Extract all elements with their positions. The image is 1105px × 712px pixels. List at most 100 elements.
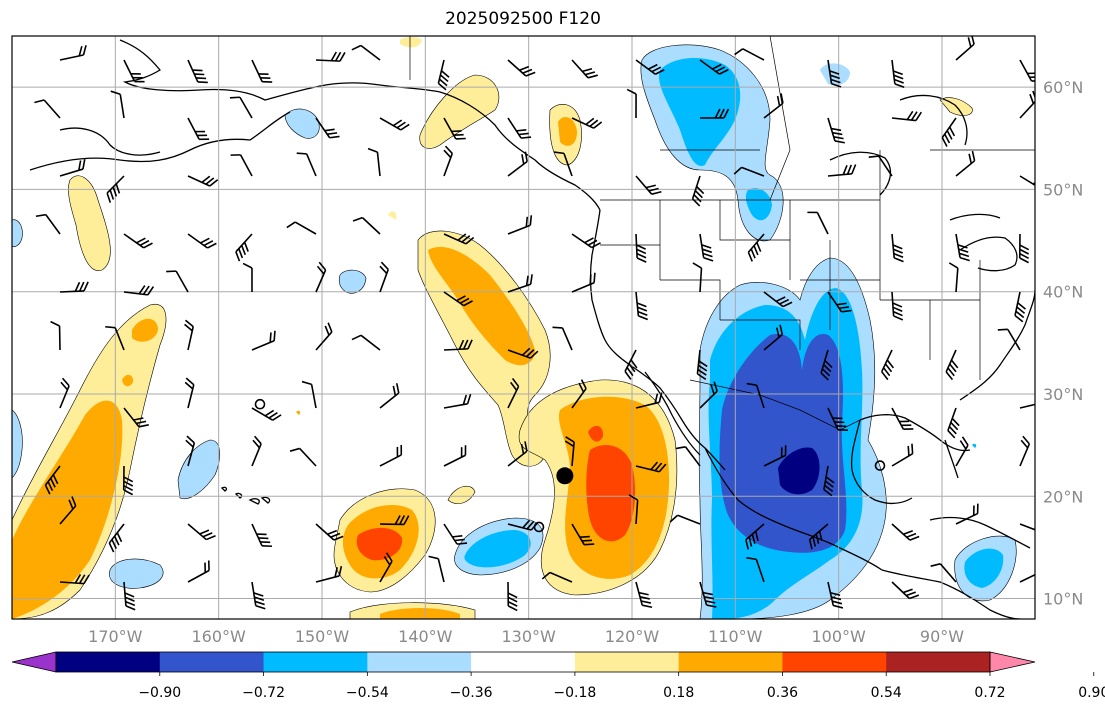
wind-barb	[443, 145, 454, 177]
wind-barb	[696, 349, 708, 380]
wind-barb	[1019, 435, 1031, 467]
wind-barb	[235, 233, 253, 262]
wind-barb	[541, 571, 573, 583]
wind-barb	[106, 175, 125, 203]
wind-barb	[34, 99, 61, 119]
wind-barb	[747, 233, 765, 262]
wind-barb	[746, 382, 765, 409]
open-circle-marker	[254, 398, 266, 410]
wind-barb	[507, 274, 533, 293]
wind-barb	[955, 233, 970, 262]
longitude-labels: 170°W 160°W 150°W 140°W 130°W 120°W 110°W 100°W…	[88, 627, 964, 646]
wind-barb	[891, 59, 905, 89]
open-circle-marker	[533, 521, 545, 533]
colorbar-segment	[782, 652, 887, 672]
wind-barb	[44, 465, 61, 495]
wind-barb	[443, 117, 466, 140]
wind-barb	[351, 334, 381, 351]
lon-label: 150°W	[295, 627, 350, 646]
wind-barb	[635, 233, 647, 263]
wind-barb	[571, 233, 601, 249]
wind-barb	[1018, 233, 1030, 264]
colorbar-segment	[471, 652, 576, 672]
wind-barb	[763, 93, 784, 119]
wind-barb	[699, 233, 714, 262]
wind-barb	[948, 262, 959, 293]
wind-barb	[296, 152, 317, 177]
wind-barb	[947, 407, 960, 439]
colorbar-segment	[56, 652, 161, 672]
wind-barb	[571, 117, 603, 129]
colorbar-tick-label: −0.18	[553, 685, 596, 701]
wind-barb	[1014, 291, 1026, 323]
wind-barb	[880, 349, 895, 381]
lon-label: 90°W	[920, 627, 964, 646]
wind-barb	[827, 291, 852, 313]
wind-barb	[891, 233, 904, 263]
wind-barb	[379, 552, 393, 583]
wind-barb	[187, 59, 208, 84]
wind-barb	[443, 394, 472, 409]
wind-barb	[123, 233, 153, 249]
wind-barb	[122, 465, 134, 496]
wind-barb	[315, 566, 343, 583]
wind-barb	[507, 215, 533, 235]
wind-barb	[187, 233, 217, 249]
wind-barb	[691, 175, 705, 207]
wind-barb	[763, 324, 784, 351]
wind-barb	[827, 407, 849, 432]
positive-anomaly-e-pacific-core	[586, 445, 636, 542]
negative-anomaly-mexico-core	[778, 447, 820, 495]
wind-barb	[251, 407, 282, 421]
wind-barb	[635, 59, 665, 75]
wind-barb	[564, 436, 575, 467]
wind-barb	[123, 407, 149, 428]
wind-barb	[105, 325, 125, 351]
wind-barb	[624, 349, 638, 380]
lat-label: 20°N	[1043, 487, 1083, 506]
wind-barb	[955, 503, 979, 525]
wind-barb	[108, 523, 125, 553]
wind-barb	[553, 151, 573, 177]
wind-barb	[628, 494, 639, 525]
colorbar-tick-label: 0.36	[767, 685, 798, 701]
wind-barb	[379, 515, 410, 526]
wind-barb	[443, 445, 467, 467]
colorbar-tick-label: −0.36	[450, 685, 493, 701]
wind-barb	[123, 59, 145, 83]
wind-barb	[807, 211, 829, 235]
wind-barb	[187, 560, 210, 583]
wind-barb	[699, 381, 718, 409]
wind-barb	[571, 523, 595, 546]
wind-barb	[699, 59, 729, 75]
wind-barb	[59, 574, 90, 585]
wind-barb	[571, 379, 587, 409]
colorbar-segment	[159, 652, 265, 672]
wind-barb	[891, 443, 914, 467]
wind-barb	[315, 322, 333, 351]
map-gridlines	[12, 36, 1035, 619]
wind-barb	[1019, 523, 1035, 531]
wind-barb	[123, 285, 155, 296]
wind-barb	[187, 523, 216, 541]
lon-label: 100°W	[811, 627, 866, 646]
wind-barb	[437, 59, 450, 91]
positive-anomaly-gulf-of-alaska	[419, 74, 500, 149]
wind-barb	[891, 110, 922, 122]
wind-barb	[692, 262, 703, 293]
wind-barb	[367, 147, 381, 177]
map-plot-area	[12, 36, 1035, 619]
wind-barb	[997, 328, 1021, 351]
wind-barb	[443, 523, 468, 545]
lon-label: 120°W	[605, 627, 660, 646]
wind-barb	[808, 523, 829, 550]
open-circle-marker	[874, 460, 886, 471]
wind-barb	[635, 461, 667, 473]
wind-barb	[823, 465, 835, 497]
wind-barb	[507, 441, 528, 467]
wind-barb	[552, 326, 573, 351]
colorbar-tick-label: −0.54	[346, 685, 389, 701]
lat-label: 10°N	[1043, 590, 1083, 609]
wind-barbs	[34, 36, 1035, 612]
wind-barb	[123, 581, 136, 611]
